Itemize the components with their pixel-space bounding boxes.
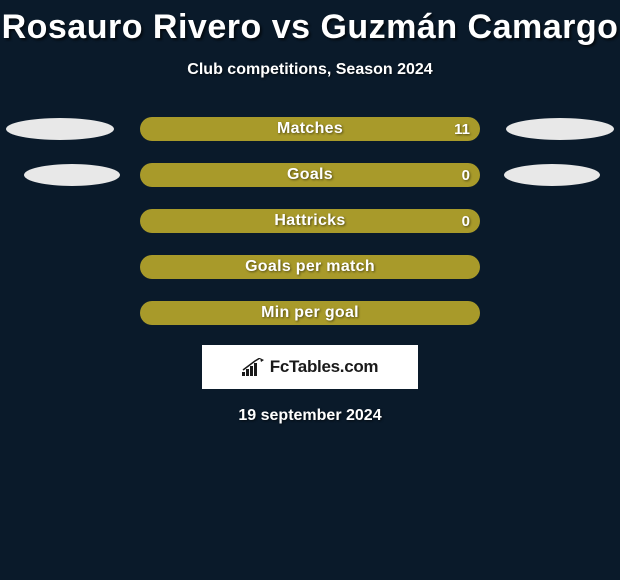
right-bubble (504, 164, 600, 186)
stat-bar: Goals per match (140, 255, 480, 279)
date-text: 19 september 2024 (0, 407, 620, 425)
stat-bar: Hattricks 0 (140, 209, 480, 233)
stat-label: Goals per match (245, 258, 375, 276)
stat-row-goals: Goals 0 (0, 163, 620, 187)
stat-value: 0 (462, 167, 470, 184)
stat-label: Hattricks (274, 212, 345, 230)
left-bubble (24, 164, 120, 186)
stat-label: Matches (277, 120, 343, 138)
stat-row-goals-per-match: Goals per match (0, 255, 620, 279)
stat-row-min-per-goal: Min per goal (0, 301, 620, 325)
stat-row-matches: Matches 11 (0, 117, 620, 141)
logo-box: FcTables.com (202, 345, 418, 389)
subtitle: Club competitions, Season 2024 (0, 61, 620, 79)
stat-value: 0 (462, 213, 470, 230)
stat-rows: Matches 11 Goals 0 Hattricks 0 Goals per… (0, 117, 620, 325)
stat-bar: Goals 0 (140, 163, 480, 187)
stat-bar: Matches 11 (140, 117, 480, 141)
stat-label: Goals (287, 166, 333, 184)
left-bubble (6, 118, 114, 140)
stat-label: Min per goal (261, 304, 359, 322)
right-bubble (506, 118, 614, 140)
stat-row-hattricks: Hattricks 0 (0, 209, 620, 233)
page-title: Rosauro Rivero vs Guzmán Camargo (0, 0, 620, 47)
fctables-icon (242, 358, 264, 376)
logo-text: FcTables.com (270, 357, 379, 377)
stat-value: 11 (454, 121, 470, 138)
stat-bar: Min per goal (140, 301, 480, 325)
